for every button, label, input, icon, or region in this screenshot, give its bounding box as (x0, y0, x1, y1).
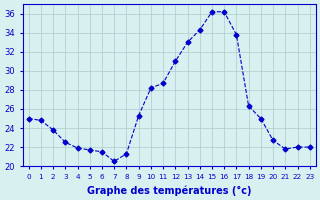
X-axis label: Graphe des températures (°c): Graphe des températures (°c) (87, 185, 252, 196)
